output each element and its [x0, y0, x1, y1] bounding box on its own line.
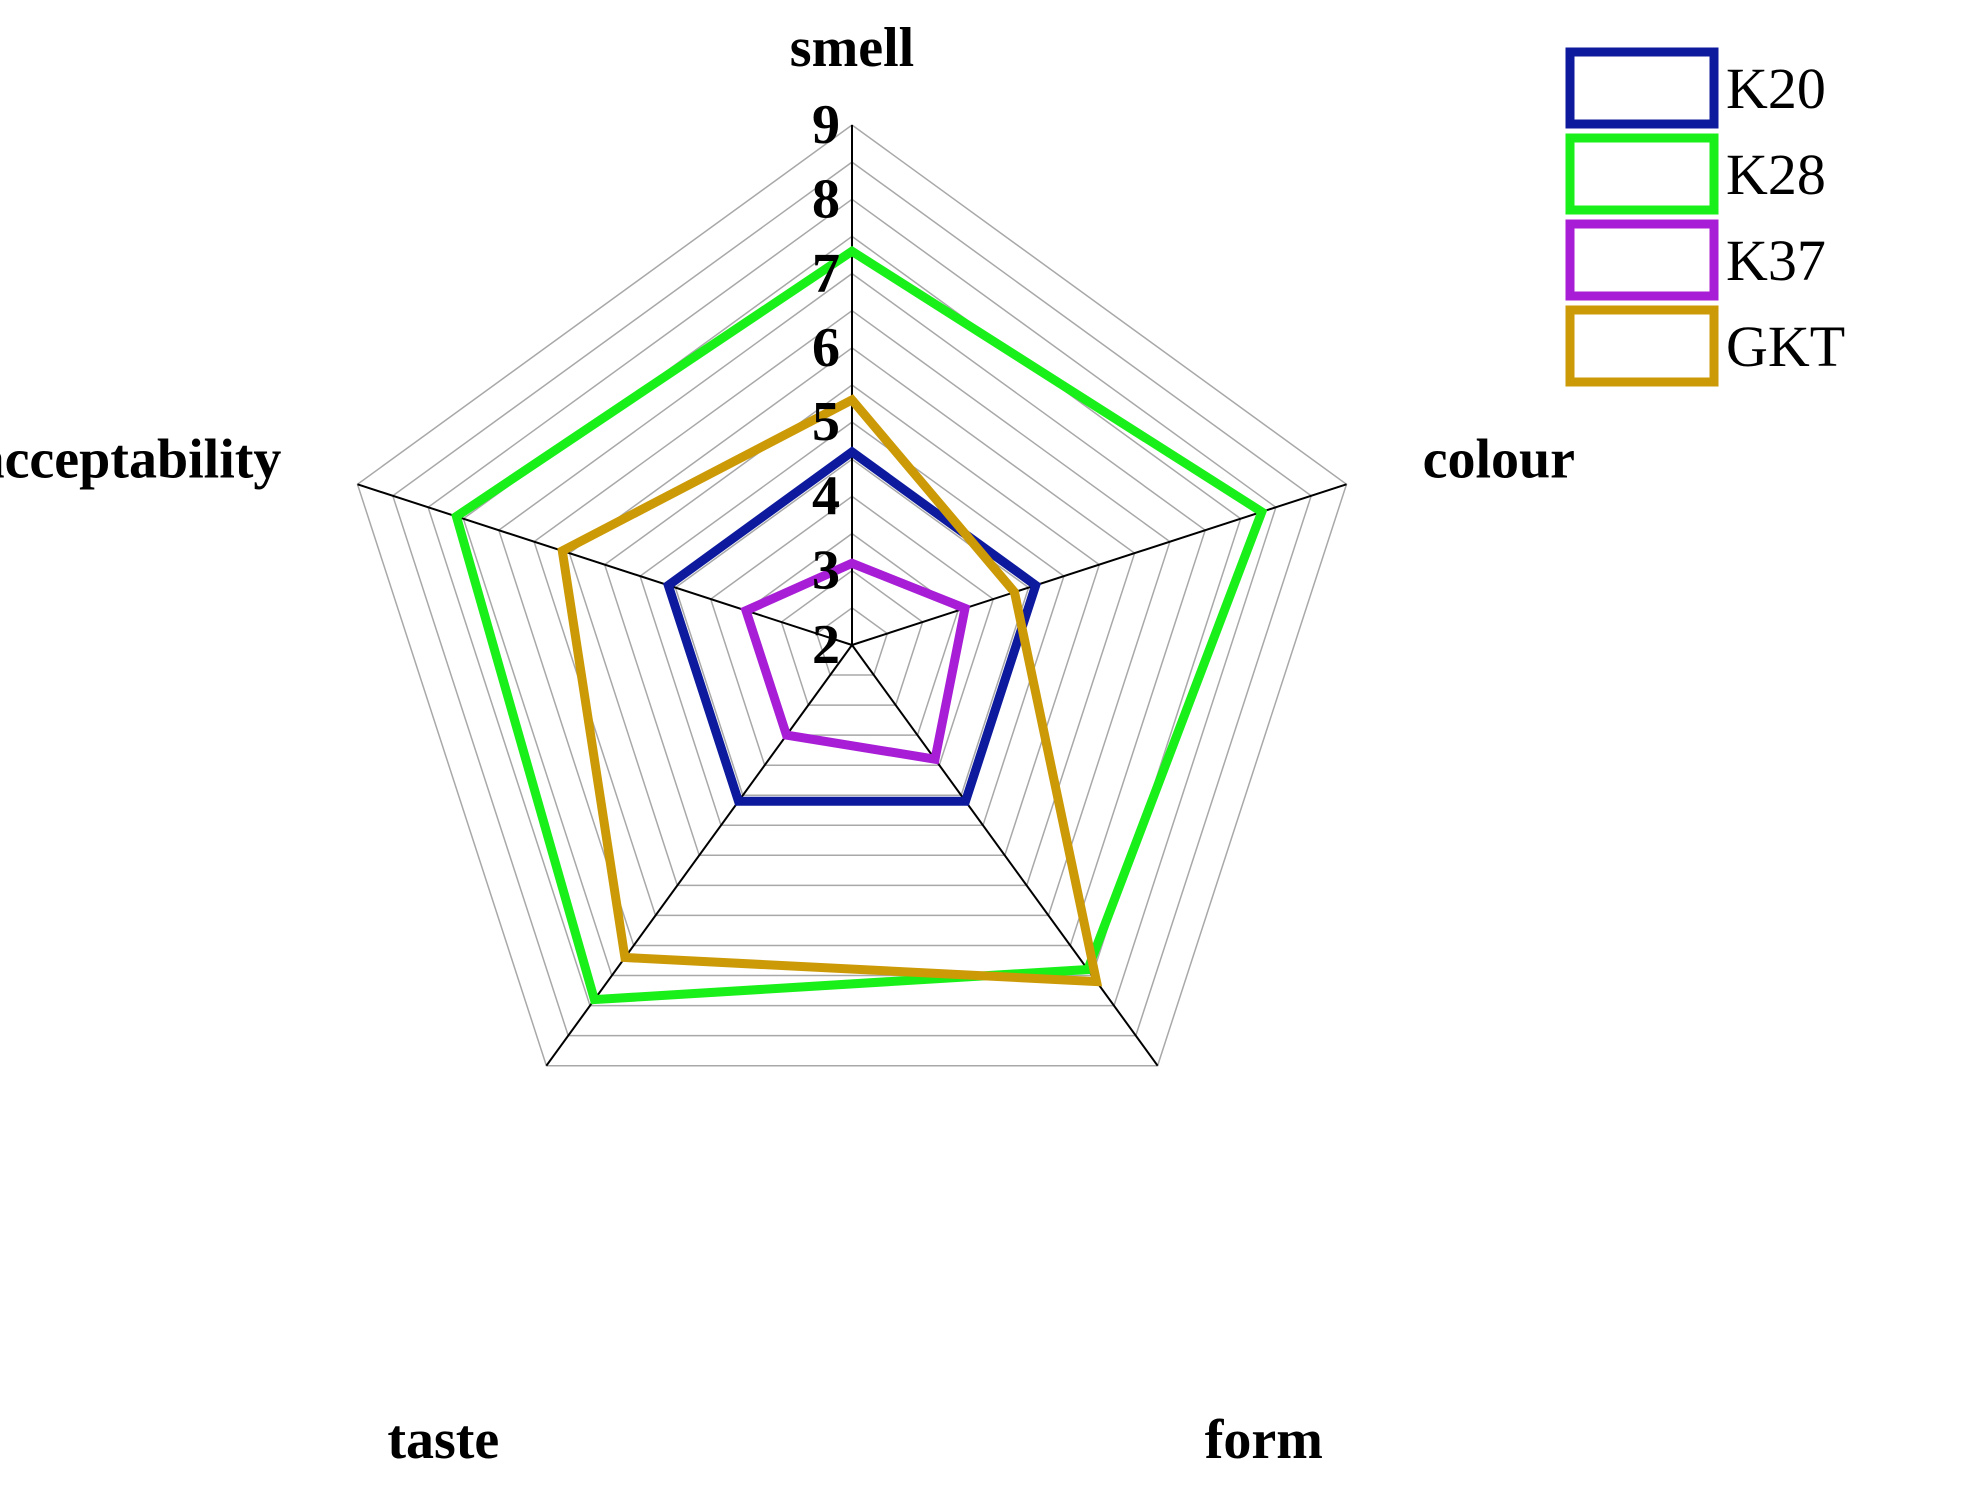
grid-ring	[533, 309, 1171, 917]
legend-label-k28: K28	[1726, 142, 1826, 207]
legend-swatch-k37	[1565, 219, 1719, 301]
axis-label-taste: taste	[387, 1409, 499, 1471]
series-k37	[740, 558, 971, 765]
tick-label: 6	[812, 317, 840, 379]
legend-label-k20: K20	[1726, 56, 1826, 121]
grid-ring	[356, 124, 1348, 1067]
series-gkt	[557, 394, 1103, 987]
legend-label-gkt: GKT	[1726, 314, 1845, 379]
grid-layer	[356, 124, 1348, 1067]
series-layer	[451, 245, 1268, 1005]
legend: K20 K28 K37 GKT	[1565, 47, 1845, 387]
series-k28	[451, 245, 1268, 1005]
axis-label-colour: colour	[1423, 429, 1575, 491]
grid-ring	[674, 458, 1030, 796]
legend-swatch-k20	[1565, 47, 1719, 129]
axis-label-acceptability: acceptability	[0, 429, 281, 491]
grid-ring	[603, 384, 1101, 857]
grid-ring	[391, 161, 1313, 1037]
grid-ring	[709, 495, 995, 766]
tick-label: 4	[812, 465, 840, 527]
tick-label: 9	[812, 94, 840, 156]
legend-label-k37: K37	[1726, 228, 1826, 293]
axis-label-form: form	[1205, 1409, 1323, 1471]
axis-spokes	[357, 125, 1347, 1067]
grid-ring	[780, 569, 924, 706]
legend-swatch-gkt	[1565, 305, 1719, 387]
grid-ring	[639, 421, 1065, 827]
legend-swatch-k28	[1565, 133, 1719, 215]
axis-label-smell: smell	[790, 17, 914, 79]
tick-label: 5	[812, 391, 840, 453]
tick-label: 3	[812, 540, 840, 602]
axis-labels: smell colour form taste acceptability	[0, 17, 1575, 1471]
axis-spoke-form	[851, 644, 1159, 1067]
tick-label: 8	[812, 168, 840, 230]
series-k20	[663, 446, 1041, 806]
grid-ring	[497, 272, 1207, 947]
tick-labels: 2 3 4 5 6 7 8 9	[812, 94, 840, 676]
grid-ring	[815, 606, 889, 676]
tick-label: 7	[812, 243, 840, 305]
axis-spoke-acceptability	[357, 483, 853, 646]
tick-label: 2	[812, 614, 840, 676]
grid-ring	[427, 198, 1277, 1007]
